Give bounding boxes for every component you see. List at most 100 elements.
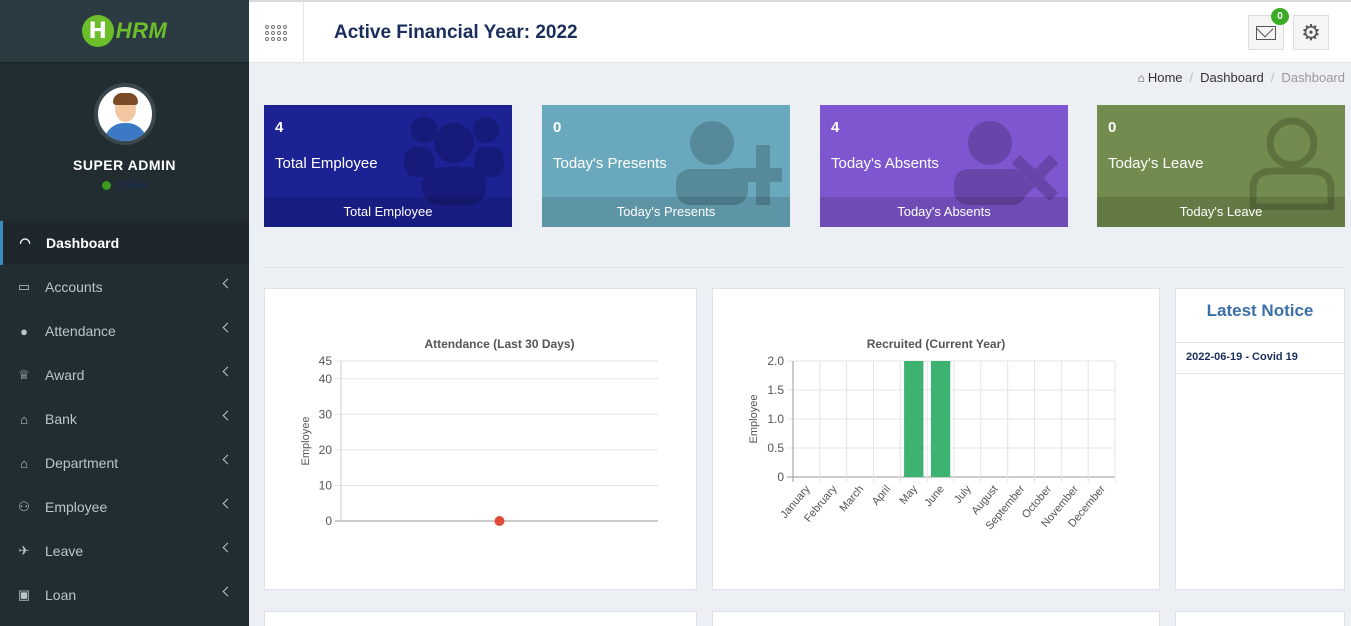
bottom-panel-left — [264, 611, 697, 626]
bottom-panel-right — [1175, 611, 1345, 626]
user-times-icon — [954, 121, 1059, 205]
stat-footer-link[interactable]: Today's Absents — [820, 197, 1068, 227]
logo-h-icon: H — [81, 15, 114, 47]
y-tick-label: 1.0 — [767, 412, 784, 426]
y-tick-label: 20 — [319, 443, 333, 457]
recruited-chart-panel: Recruited (Current Year) Employee 0 0.5 1.0 1… — [712, 288, 1160, 590]
chevron-left-icon — [222, 410, 233, 421]
chevron-left-icon — [222, 542, 233, 553]
dashboard-icon: ◠ — [19, 235, 31, 250]
attendance-chart-panel: Attendance (Last 30 Days) Employee 0 10 20 30… — [264, 288, 697, 590]
y-axis-label: Employee — [300, 417, 312, 466]
stat-footer-link[interactable]: Today's Presents — [542, 197, 790, 227]
data-point — [494, 516, 505, 526]
chevron-left-icon — [222, 498, 233, 509]
attendance-chart: Attendance (Last 30 Days) Employee 0 10 20 30… — [300, 337, 658, 528]
user-name: SUPER ADMIN — [73, 157, 176, 173]
bank-icon: ⌂ — [20, 455, 28, 471]
recruited-chart: Recruited (Current Year) Employee 0 0.5 1.0 1… — [748, 337, 1116, 532]
y-axis-label: Employee — [748, 395, 760, 444]
y-tick-label: 40 — [319, 372, 333, 386]
user-icon: ● — [20, 323, 28, 339]
stat-label: Today's Leave — [1108, 155, 1204, 172]
breadcrumb: ⌂ Home / Dashboard / Dashboard — [1137, 70, 1345, 85]
x-tick-label: June — [922, 483, 947, 509]
y-tick-label: 30 — [319, 407, 333, 421]
trophy-icon: ♕ — [18, 367, 30, 382]
status-text: Online — [115, 179, 147, 191]
stat-todays-leave[interactable]: 0 Today's Leave Today's Leave — [1097, 105, 1345, 227]
sidebar-item-leave[interactable]: ✈ Leave — [0, 529, 249, 573]
breadcrumb-home[interactable]: Home — [1147, 70, 1183, 85]
sidebar-item-bank[interactable]: ⌂ Bank — [0, 397, 249, 441]
notice-item[interactable]: 2022-06-19 - Covid 19 — [1186, 351, 1298, 363]
y-tick-label: 10 — [319, 478, 333, 492]
chevron-left-icon — [222, 322, 233, 333]
sidebar-item-label: Bank — [45, 411, 77, 427]
top-header: Active Financial Year: 2022 0 ⚙ — [249, 0, 1351, 63]
page-title: Active Financial Year: 2022 — [334, 22, 578, 43]
chart-title: Recruited (Current Year) — [867, 337, 1006, 351]
y-tick-label: 0 — [777, 470, 784, 484]
sidebar-menu: ◠ Dashboard ▭ Accounts ● Attendance ♕ Award ⌂ Ban… — [0, 221, 249, 617]
x-tick-label: March — [838, 483, 867, 514]
sidebar-item-label: Department — [45, 455, 119, 471]
users-group-icon — [404, 117, 504, 205]
bar — [904, 361, 924, 477]
chevron-left-icon — [222, 278, 233, 289]
y-tick-label: 45 — [319, 354, 333, 368]
sidebar-item-department[interactable]: ⌂ Department — [0, 441, 249, 485]
x-tick-label: April — [870, 483, 893, 508]
user-status[interactable]: Online — [102, 179, 147, 191]
stat-value: 0 — [553, 119, 562, 136]
stat-label: Total Employee — [275, 155, 378, 172]
sidebar-item-employee[interactable]: ⚇ Employee — [0, 485, 249, 529]
stat-todays-presents[interactable]: 0 Today's Presents Today's Presents — [542, 105, 790, 227]
apps-grid-button[interactable] — [249, 2, 304, 63]
sidebar-item-label: Employee — [45, 499, 108, 515]
sidebar-item-accounts[interactable]: ▭ Accounts — [0, 265, 249, 309]
sidebar-item-award[interactable]: ♕ Award — [0, 353, 249, 397]
money-icon: ▣ — [17, 587, 31, 602]
gear-icon: ⚙ — [1301, 19, 1321, 45]
sidebar-item-label: Award — [45, 367, 85, 383]
sidebar-item-label: Attendance — [45, 323, 116, 339]
y-tick-label: 0 — [325, 514, 332, 528]
stat-footer-link[interactable]: Today's Leave — [1097, 197, 1345, 227]
users-icon: ⚇ — [18, 499, 30, 514]
notice-title: Latest Notice — [1206, 301, 1314, 320]
y-tick-label: 1.5 — [767, 383, 784, 397]
settings-button[interactable]: ⚙ — [1293, 15, 1329, 50]
sidebar: H HRM SUPER ADMIN Online ◠ Dashboard ▭ Acco… — [0, 0, 249, 626]
sidebar-item-label: Loan — [45, 587, 77, 603]
plane-icon: ✈ — [18, 543, 30, 558]
sidebar-item-label: Dashboard — [46, 235, 120, 251]
logo[interactable]: H HRM — [0, 0, 249, 63]
y-tick-label: 2.0 — [767, 354, 784, 368]
briefcase-icon: ▭ — [17, 279, 31, 294]
user-outline-icon — [1249, 117, 1335, 210]
stat-label: Today's Absents — [831, 155, 939, 172]
online-dot-icon — [102, 180, 112, 190]
stat-value: 4 — [831, 119, 840, 136]
stat-todays-absents[interactable]: 4 Today's Absents Today's Absents — [820, 105, 1068, 227]
user-plus-icon — [676, 121, 782, 205]
stat-value: 0 — [1108, 119, 1117, 136]
bar — [930, 361, 951, 477]
stat-total-employee[interactable]: 4 Total Employee Total Employee — [264, 105, 512, 227]
stat-footer-link[interactable]: Total Employee — [264, 197, 512, 227]
y-tick-label: 0.5 — [767, 441, 784, 455]
sidebar-item-label: Accounts — [45, 279, 103, 295]
stat-value: 4 — [275, 119, 284, 136]
sidebar-item-attendance[interactable]: ● Attendance — [0, 309, 249, 353]
breadcrumb-dashboard[interactable]: Dashboard — [1200, 70, 1264, 85]
logo-mark: H HRM — [81, 15, 168, 47]
x-tick-label: May — [897, 483, 920, 507]
x-tick-label: July — [952, 483, 974, 506]
logo-text: HRM — [115, 18, 168, 43]
home-icon: ⌂ — [1137, 70, 1145, 85]
chevron-left-icon — [222, 454, 233, 465]
user-panel: SUPER ADMIN Online — [0, 63, 249, 221]
sidebar-item-loan[interactable]: ▣ Loan — [0, 573, 249, 617]
sidebar-item-dashboard[interactable]: ◠ Dashboard — [0, 221, 249, 265]
